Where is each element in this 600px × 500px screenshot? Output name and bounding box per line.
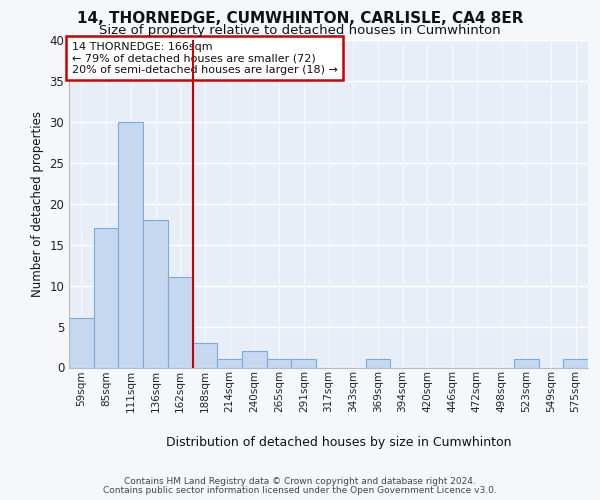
Bar (94, 228, 118, 368)
Bar (168, 278, 193, 368)
Bar (193, 343, 217, 367)
Bar (292, 360, 316, 368)
Bar (143, 220, 168, 368)
Bar (69, 318, 94, 368)
Text: Contains public sector information licensed under the Open Government Licence v3: Contains public sector information licen… (103, 486, 497, 495)
Bar (365, 360, 390, 368)
Y-axis label: Number of detached properties: Number of detached properties (31, 111, 44, 296)
Bar (514, 360, 539, 368)
Bar (242, 351, 267, 368)
Bar (563, 360, 588, 368)
Text: Size of property relative to detached houses in Cumwhinton: Size of property relative to detached ho… (99, 24, 501, 37)
Bar (267, 360, 292, 368)
Text: 14 THORNEDGE: 166sqm
← 79% of detached houses are smaller (72)
20% of semi-detac: 14 THORNEDGE: 166sqm ← 79% of detached h… (71, 42, 337, 75)
Text: Distribution of detached houses by size in Cumwhinton: Distribution of detached houses by size … (166, 436, 512, 449)
Bar (118, 122, 143, 368)
Text: Contains HM Land Registry data © Crown copyright and database right 2024.: Contains HM Land Registry data © Crown c… (124, 477, 476, 486)
Bar (217, 360, 242, 368)
Text: 14, THORNEDGE, CUMWHINTON, CARLISLE, CA4 8ER: 14, THORNEDGE, CUMWHINTON, CARLISLE, CA4… (77, 11, 523, 26)
